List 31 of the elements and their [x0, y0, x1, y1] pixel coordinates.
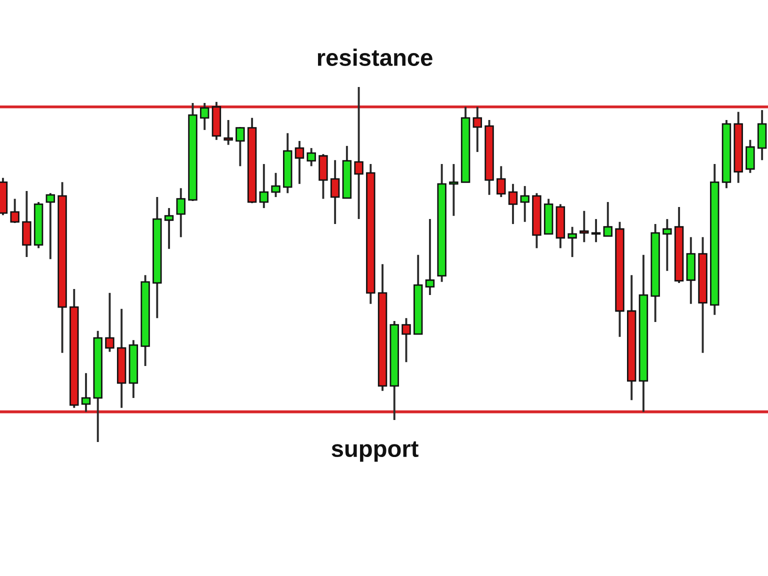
candlestick — [520, 185, 530, 223]
candlestick — [662, 218, 672, 272]
candlestick — [496, 165, 506, 198]
candlestick — [508, 182, 518, 226]
candlestick — [449, 163, 458, 217]
candlestick — [224, 119, 233, 146]
candlestick — [46, 192, 56, 260]
ref-line-label: support — [332, 441, 418, 462]
candlestick — [580, 210, 589, 244]
candlestick — [271, 172, 280, 198]
candlestick — [81, 372, 91, 413]
candlestick — [591, 218, 601, 244]
candlestick — [22, 190, 32, 258]
candlestick — [236, 126, 245, 168]
candlestick — [164, 207, 174, 250]
candlestick — [200, 102, 210, 131]
candlestick — [603, 201, 612, 238]
candlestick — [472, 106, 482, 153]
candlestick — [746, 138, 755, 174]
candlestick — [176, 187, 186, 238]
candlestick — [306, 147, 316, 168]
candlestick — [10, 198, 20, 224]
candlestick — [330, 159, 340, 226]
candlestick — [294, 140, 304, 185]
candlestick — [425, 218, 435, 296]
candlestick — [568, 226, 577, 258]
candlestick — [105, 292, 114, 353]
ref-line-label: resistance — [318, 48, 432, 66]
candlestick — [402, 317, 411, 364]
candlestick — [259, 163, 269, 210]
candlestick — [354, 86, 364, 220]
